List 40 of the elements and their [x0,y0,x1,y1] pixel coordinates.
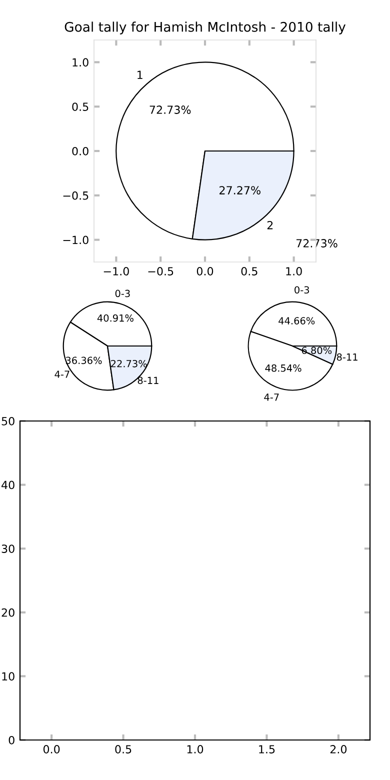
slice-label: 8-11 [336,353,358,361]
x-tick-label: 0.5 [115,745,132,754]
slice-label: 0-3 [294,286,310,294]
x-tick-label: 1.0 [187,745,204,754]
slice-label: 8-11 [138,376,158,384]
slice-label: 4-7 [54,370,70,378]
data-label: 6.80% [302,346,332,354]
data-label: 27.27% [220,186,260,194]
x-tick-label: 0.0 [196,267,214,276]
y-tick-label: 0.0 [72,146,88,156]
data-label: 44.66% [278,317,315,324]
chart-title: Goal tally for Hamish McIntosh - 2010 tally [64,22,346,34]
y-tick-label: 10 [2,672,14,681]
y-tick-label: −0.5 [63,191,88,200]
slice-label: 0-3 [115,290,130,298]
data-label: 36.36% [66,356,102,364]
y-tick-label: 50 [2,416,14,426]
pie-slice [116,62,294,240]
y-tick-label: 1.0 [72,58,88,67]
x-tick-label: 0.0 [43,745,60,754]
data-label: 40.91% [97,314,134,322]
x-tick-label: 1.0 [286,267,302,276]
x-tick-label: −1.0 [104,267,129,276]
y-tick-label: 0 [8,736,14,744]
y-tick-label: 0.5 [72,102,88,111]
slice-label: 1 [138,70,142,79]
x-tick-label: 2.0 [330,745,347,754]
y-tick-label: 20 [2,608,14,617]
data-label: 72.73% [150,106,191,114]
x-tick-label: 0.5 [241,267,258,276]
annotation: 72.73% [296,239,338,248]
data-label: 22.73% [111,360,147,368]
y-tick-label: 30 [2,544,14,553]
slice-label: 2 [267,220,273,230]
y-tick-label: −1.0 [63,236,88,244]
x-tick-label: 1.5 [259,745,275,754]
y-tick-label: 40 [2,480,14,490]
data-label: 48.54% [265,364,302,372]
x-tick-label: −0.5 [148,267,174,276]
slice-label: 4-7 [264,394,279,401]
